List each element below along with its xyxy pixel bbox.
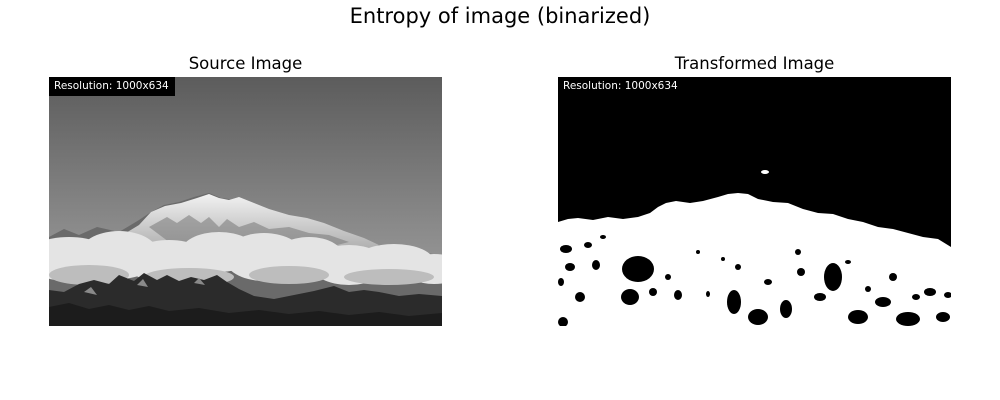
- dark-blobs: [558, 235, 951, 326]
- source-image-panel: Source Image: [49, 53, 442, 326]
- transformed-image-panel: Transformed Image: [558, 53, 951, 326]
- sky-speck: [761, 170, 769, 174]
- transformed-image: Resolution: 1000x634: [558, 77, 951, 326]
- figure-title: Entropy of image (binarized): [349, 4, 651, 28]
- resolution-badge: Resolution: 1000x634: [49, 77, 175, 96]
- resolution-badge: Resolution: 1000x634: [558, 77, 684, 96]
- foreground-base: [49, 303, 442, 326]
- source-image-graphic: [49, 77, 442, 326]
- source-image-title: Source Image: [188, 54, 303, 73]
- transformed-image-title: Transformed Image: [674, 54, 835, 73]
- source-image: Resolution: 1000x634: [49, 77, 442, 326]
- transformed-image-graphic: [558, 77, 951, 326]
